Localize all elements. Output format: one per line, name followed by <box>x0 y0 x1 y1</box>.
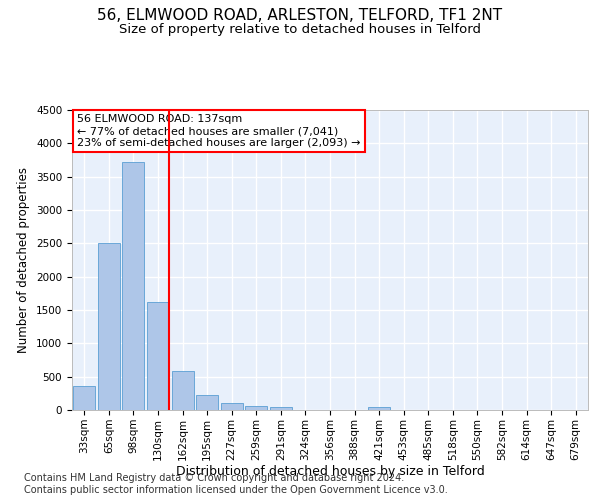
Bar <box>221 402 243 410</box>
Y-axis label: Number of detached properties: Number of detached properties <box>17 167 31 353</box>
Bar <box>98 244 120 410</box>
Bar <box>270 407 292 410</box>
Text: 56, ELMWOOD ROAD, ARLESTON, TELFORD, TF1 2NT: 56, ELMWOOD ROAD, ARLESTON, TELFORD, TF1… <box>97 8 503 22</box>
Bar <box>172 370 194 410</box>
Bar <box>245 406 268 410</box>
X-axis label: Distribution of detached houses by size in Telford: Distribution of detached houses by size … <box>176 466 484 478</box>
Text: Contains HM Land Registry data © Crown copyright and database right 2024.
Contai: Contains HM Land Registry data © Crown c… <box>24 474 448 495</box>
Bar <box>196 396 218 410</box>
Bar <box>73 386 95 410</box>
Text: Size of property relative to detached houses in Telford: Size of property relative to detached ho… <box>119 22 481 36</box>
Bar <box>147 302 169 410</box>
Text: 56 ELMWOOD ROAD: 137sqm
← 77% of detached houses are smaller (7,041)
23% of semi: 56 ELMWOOD ROAD: 137sqm ← 77% of detache… <box>77 114 361 148</box>
Bar <box>368 406 390 410</box>
Bar <box>122 162 145 410</box>
